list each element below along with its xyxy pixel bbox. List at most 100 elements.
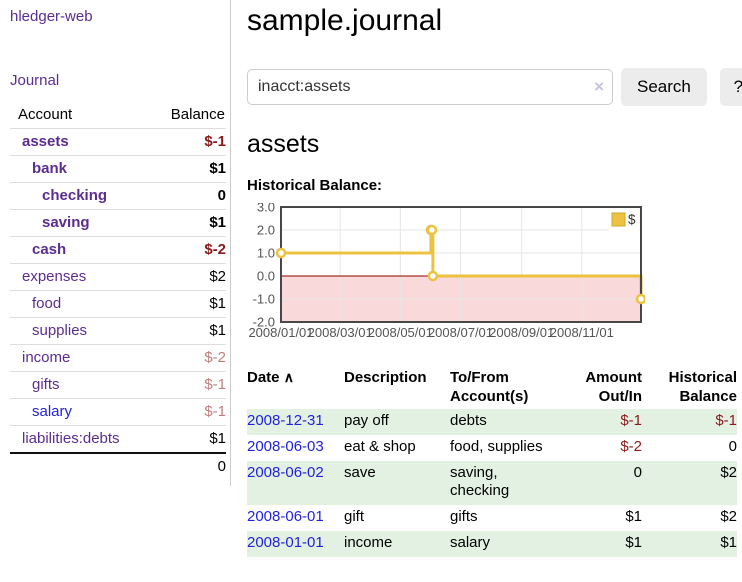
sidebar-account-link[interactable]: assets (22, 133, 69, 150)
sidebar-account-balance: $-2 (153, 344, 226, 372)
main-content: sample.journal × Search ? assets Histori… (231, 0, 742, 557)
svg-text:-2.0: -2.0 (253, 315, 275, 330)
accounts-col-account: Account (18, 106, 73, 123)
transaction-balance: $-1 (715, 412, 737, 429)
accounts-total-row: 0 (10, 452, 226, 480)
transaction-accounts: saving, checking (450, 464, 510, 499)
clear-search-icon[interactable]: × (594, 77, 604, 96)
sidebar-account-balance: $-1 (153, 398, 226, 426)
transaction-accounts: food, supplies (450, 438, 543, 455)
svg-text:2008/03/01: 2008/03/01 (308, 325, 373, 340)
svg-text:1.0: 1.0 (257, 246, 275, 261)
help-button[interactable]: ? (719, 68, 742, 106)
transaction-amount: $1 (625, 508, 642, 525)
transaction-balance: $2 (720, 464, 737, 481)
sidebar-account-link[interactable]: income (22, 349, 71, 366)
sidebar-account-balance: 0 (153, 182, 226, 210)
sidebar-account-balance: $-1 (153, 128, 226, 156)
register-row: 2008-06-03 eat & shop food, supplies $-2 0 (247, 435, 737, 461)
sidebar-account-balance: $-1 (153, 371, 226, 399)
accounts-total-value: 0 (153, 452, 226, 480)
sidebar-account-link[interactable]: food (32, 295, 62, 312)
svg-text:2008/07/01: 2008/07/01 (428, 325, 493, 340)
svg-text:$: $ (628, 212, 636, 227)
sidebar-account-row: expenses $2 (10, 263, 226, 291)
sidebar-account-link[interactable]: liabilities:debts (22, 430, 120, 447)
transaction-date-link[interactable]: 2008-06-02 (247, 464, 324, 481)
transaction-date-link[interactable]: 2008-06-01 (247, 508, 324, 525)
svg-text:3.0: 3.0 (257, 203, 275, 215)
app-title-link[interactable]: hledger-web (10, 8, 93, 25)
sidebar-account-link[interactable]: cash (32, 241, 67, 258)
register-row: 2008-01-01 income salary $1 $1 (247, 531, 737, 557)
accounts-table-header-row: Account Balance (10, 102, 226, 129)
transaction-accounts: debts (450, 412, 487, 429)
transaction-accounts: gifts (450, 508, 478, 525)
svg-text:2.0: 2.0 (257, 223, 275, 238)
transaction-description: save (344, 464, 376, 481)
sidebar-account-row: assets $-1 (10, 128, 226, 156)
register-row: 2008-12-31 pay off debts $-1 $-1 (247, 409, 737, 435)
date-col-label: Date (247, 369, 280, 386)
accounts-col-balance: Balance (170, 106, 225, 123)
sidebar-account-link[interactable]: bank (32, 160, 68, 177)
sidebar-account-balance: $-2 (153, 236, 226, 264)
sidebar-account-balance: $1 (153, 155, 226, 183)
transaction-date-link[interactable]: 2008-01-01 (247, 534, 324, 551)
search-button[interactable]: Search (621, 68, 707, 106)
sidebar-account-row: liabilities:debts $1 (10, 425, 226, 453)
sidebar: hledger-web Journal Account Balance asse… (0, 0, 231, 486)
transaction-balance: 0 (728, 438, 737, 455)
transaction-amount: 0 (633, 464, 642, 481)
svg-text:2008/01/01: 2008/01/01 (248, 325, 313, 340)
sidebar-account-link[interactable]: salary (32, 403, 73, 420)
account-heading: assets (247, 130, 320, 158)
svg-text:2008/05/01: 2008/05/01 (368, 325, 433, 340)
transaction-amount: $1 (625, 534, 642, 551)
accounts-table: Account Balance assets $-1 bank $1 checking 0… (10, 102, 226, 480)
sidebar-account-link[interactable]: checking (42, 187, 108, 204)
sidebar-account-row: checking 0 (10, 182, 226, 210)
sidebar-account-link[interactable]: expenses (22, 268, 87, 285)
transaction-description: pay off (344, 412, 389, 429)
sidebar-account-row: gifts $-1 (10, 371, 226, 399)
balance-chart-svg: $3.0 2.0 1.0 0.0 -1.0 -2.02008/01/012008/03/0… (248, 200, 647, 340)
sidebar-account-row: cash $-2 (10, 236, 226, 264)
sidebar-account-row: income $-2 (10, 344, 226, 372)
accounts-total-spacer (10, 452, 154, 480)
search-input[interactable] (247, 69, 613, 105)
sidebar-account-balance: $2 (153, 263, 226, 291)
register-col-accounts: To/From Account(s) (450, 369, 529, 405)
sidebar-account-balance: $1 (153, 209, 226, 237)
register-col-description: Description (344, 369, 427, 386)
sidebar-account-balance: $1 (153, 317, 226, 345)
register-row: 2008-06-01 gift gifts $1 $2 (247, 505, 737, 531)
sidebar-account-link[interactable]: supplies (32, 322, 88, 339)
page-title: sample.journal (247, 4, 443, 37)
transaction-description: eat & shop (344, 438, 416, 455)
transaction-description: gift (344, 508, 365, 525)
transaction-description: income (344, 534, 393, 551)
sidebar-account-link[interactable]: saving (42, 214, 90, 231)
sidebar-account-row: saving $1 (10, 209, 226, 237)
historical-balance-chart: $3.0 2.0 1.0 0.0 -1.0 -2.0 2008/01/01 2008/03/0… (247, 200, 742, 349)
sidebar-account-row: bank $1 (10, 155, 226, 183)
sort-asc-icon: ∧ (283, 369, 294, 385)
search-box: × (247, 69, 613, 105)
transaction-date-link[interactable]: 2008-12-31 (247, 412, 324, 429)
transaction-amount: $-1 (620, 412, 642, 429)
register-col-amount: Amount Out/In (585, 369, 642, 405)
svg-text:2008/11/01: 2008/11/01 (550, 325, 614, 340)
transaction-amount: $-2 (620, 438, 642, 455)
sidebar-account-balance: $1 (153, 290, 226, 318)
transaction-balance: $1 (720, 534, 737, 551)
register-table: Date ∧ Description To/From Account(s) Am… (247, 366, 737, 557)
register-col-date[interactable]: Date ∧ (247, 366, 344, 409)
sidebar-item-journal[interactable]: Journal (10, 72, 60, 89)
sidebar-account-row: supplies $1 (10, 317, 226, 345)
svg-text:-1.0: -1.0 (253, 292, 275, 307)
sidebar-account-link[interactable]: gifts (32, 376, 60, 393)
search-form: × Search ? (247, 68, 742, 106)
transaction-date-link[interactable]: 2008-06-03 (247, 438, 324, 455)
register-col-balance: Historical Balance (668, 369, 737, 405)
